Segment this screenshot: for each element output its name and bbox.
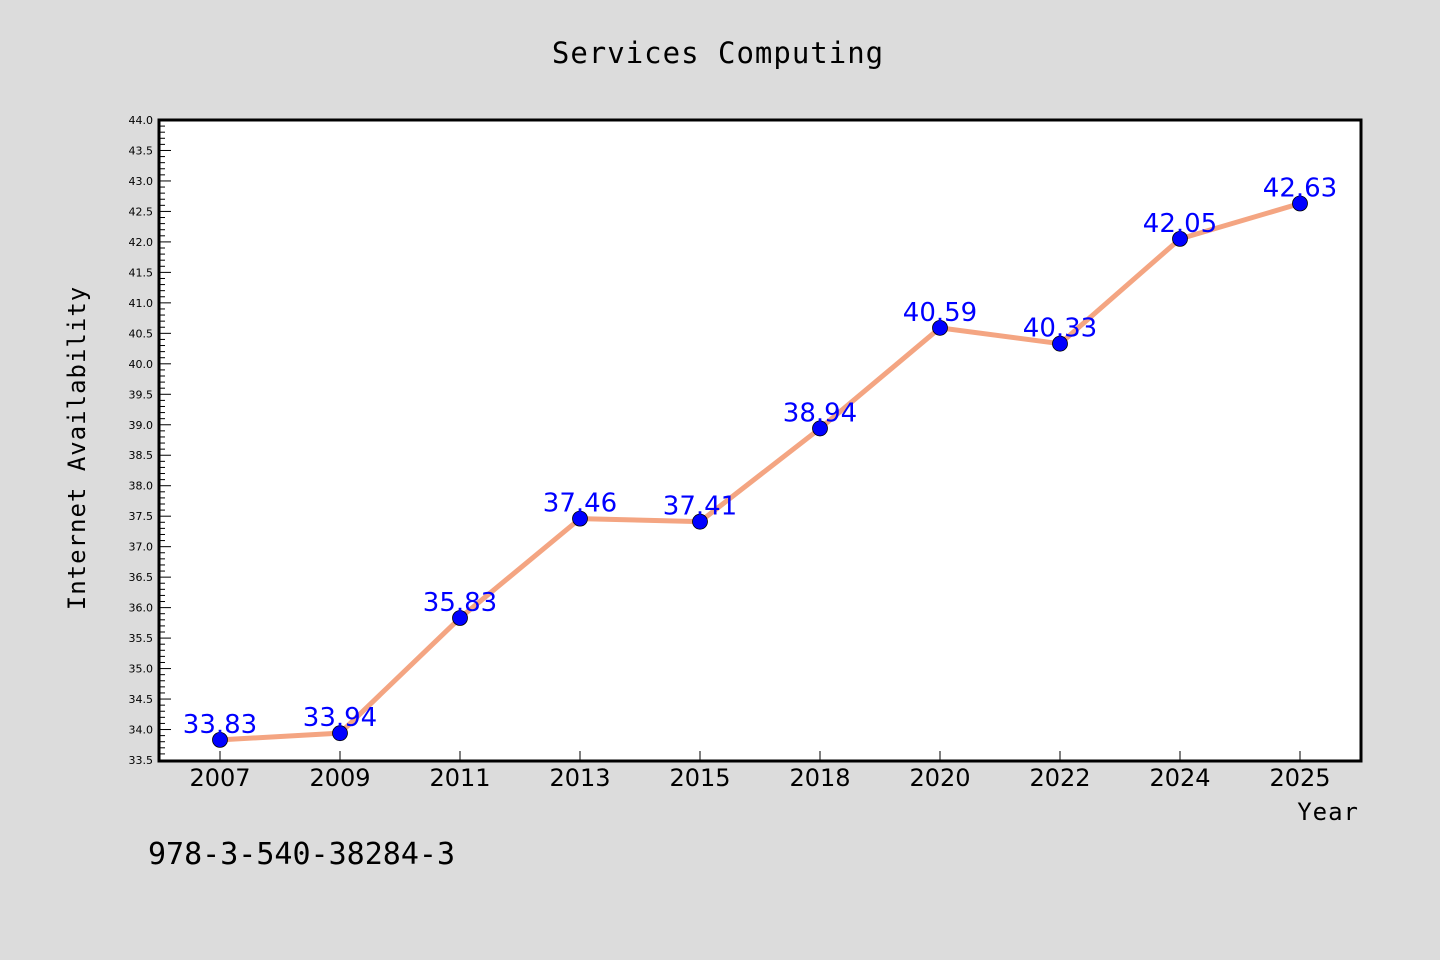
data-label: 37.41: [663, 492, 737, 522]
y-tick-label: 44.0: [129, 114, 154, 127]
data-point: [1052, 335, 1068, 352]
y-tick-label: 36.0: [129, 602, 154, 615]
plot-frame: [157, 118, 1363, 763]
x-axis-label: Year: [1297, 798, 1359, 826]
series-layer: 33.83 33.94 35.83 37.46 37.41 38.94 40.59 40.33…: [183, 174, 1337, 748]
y-tick-label: 39.5: [129, 388, 154, 401]
y-tick-label: 37.5: [129, 510, 154, 523]
y-tick-label: 33.5: [129, 754, 154, 767]
x-tick-label: 2025: [1269, 764, 1330, 792]
x-tick-label: 2011: [429, 764, 490, 792]
y-tick-label: 41.5: [129, 266, 154, 279]
y-tick-label: 34.5: [129, 693, 154, 706]
data-label: 40.33: [1023, 314, 1097, 344]
x-tick-label: 2009: [309, 764, 370, 792]
y-axis-ticks: 33.5 34.0 34.5 35.0 35.5 36.0 36.5 37.0 37.5 38.0…: [129, 114, 171, 767]
y-tick-label: 43.5: [129, 144, 154, 157]
y-tick-label: 40.5: [129, 327, 154, 340]
y-tick-label: 34.0: [129, 724, 154, 737]
y-tick-label: 41.0: [129, 297, 154, 310]
y-tick-label: 40.0: [129, 358, 154, 371]
y-tick-label: 42.0: [129, 236, 154, 249]
y-tick-label: 35.5: [129, 632, 154, 645]
data-label: 33.94: [303, 703, 377, 733]
y-tick-label: 42.5: [129, 205, 154, 218]
data-point: [1172, 230, 1188, 247]
y-tick-label: 39.0: [129, 419, 154, 432]
data-point: [332, 725, 348, 742]
data-point: [932, 319, 948, 336]
data-point: [692, 513, 708, 530]
data-label: 37.46: [543, 489, 617, 519]
data-point: [212, 731, 228, 748]
y-tick-label: 38.5: [129, 449, 154, 462]
chart-title: Services Computing: [552, 36, 884, 70]
data-label: 40.59: [903, 298, 977, 328]
x-tick-label: 2007: [189, 764, 250, 792]
data-point: [572, 510, 588, 527]
x-axis-ticks: 2007 2009 2011 2013 2015 2018 2020 2022 2024 2025: [189, 751, 1331, 792]
x-tick-label: 2015: [669, 764, 730, 792]
data-point: [452, 610, 468, 626]
y-tick-label: 38.0: [129, 480, 154, 493]
data-point: [1292, 195, 1308, 212]
y-tick-label: 37.0: [129, 541, 154, 554]
footer-isbn: 978-3-540-38284-3: [148, 837, 455, 872]
y-axis-label: Internet Availability: [63, 286, 91, 610]
y-tick-label: 43.0: [129, 175, 154, 188]
plot-area: [159, 120, 1361, 761]
y-tick-label: 35.0: [129, 663, 154, 676]
data-label: 33.83: [183, 710, 257, 740]
data-label: 38.94: [783, 398, 857, 428]
data-label: 35.83: [423, 588, 497, 618]
x-tick-label: 2013: [549, 764, 610, 792]
x-tick-label: 2022: [1029, 764, 1090, 792]
x-tick-label: 2018: [789, 764, 850, 792]
data-label: 42.05: [1143, 209, 1217, 239]
data-point: [812, 420, 828, 437]
series-line: [217, 201, 1303, 743]
x-tick-label: 2020: [909, 764, 970, 792]
x-tick-label: 2024: [1149, 764, 1210, 792]
y-tick-label: 36.5: [129, 571, 154, 584]
data-label: 42.63: [1263, 174, 1337, 204]
